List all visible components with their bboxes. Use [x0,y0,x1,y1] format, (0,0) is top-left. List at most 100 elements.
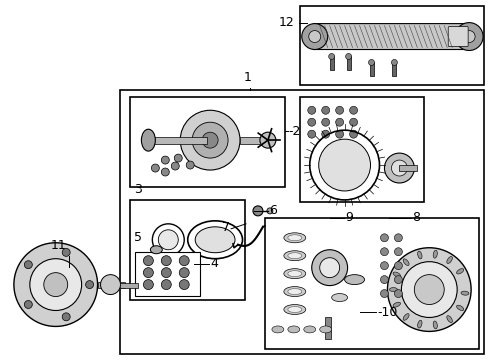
Circle shape [349,130,358,138]
Circle shape [86,280,94,289]
Text: 3: 3 [134,183,143,196]
Circle shape [172,162,179,170]
Ellipse shape [319,326,332,333]
Circle shape [100,275,121,294]
Bar [265,218,479,349]
Circle shape [161,156,169,164]
Circle shape [380,276,389,284]
Circle shape [174,154,182,162]
Circle shape [161,256,172,266]
Ellipse shape [284,233,306,243]
Bar [135,252,200,296]
Text: 8: 8 [413,211,420,224]
FancyBboxPatch shape [448,27,468,46]
Circle shape [349,118,358,126]
Text: 6: 6 [269,204,277,217]
Ellipse shape [332,293,347,302]
Ellipse shape [344,275,365,285]
Circle shape [336,130,343,138]
Ellipse shape [447,257,452,264]
Text: 11: 11 [51,239,67,252]
Circle shape [30,259,82,310]
Circle shape [345,54,352,59]
Circle shape [394,262,402,270]
Text: 7: 7 [222,221,230,234]
Ellipse shape [288,271,302,276]
Circle shape [158,230,178,250]
Ellipse shape [417,251,422,259]
Circle shape [380,248,389,256]
Circle shape [202,132,218,148]
Text: -2: -2 [289,125,301,138]
Circle shape [312,250,347,285]
Circle shape [388,248,471,332]
Circle shape [455,23,483,50]
Circle shape [62,248,70,256]
Bar [98,282,125,288]
Circle shape [463,31,475,42]
Bar [346,57,350,71]
Ellipse shape [393,272,400,277]
Circle shape [62,313,70,321]
Circle shape [192,122,228,158]
Circle shape [302,24,328,50]
Circle shape [380,262,389,270]
Text: 4: 4 [210,257,218,270]
Bar [300,6,484,85]
Ellipse shape [457,305,464,311]
Circle shape [24,261,32,269]
Circle shape [322,106,330,114]
Ellipse shape [142,129,155,151]
Ellipse shape [284,251,306,261]
Circle shape [180,110,240,170]
Bar [146,137,207,144]
Circle shape [336,106,343,114]
Bar [121,283,138,288]
Circle shape [392,59,397,66]
Circle shape [179,268,189,278]
Ellipse shape [288,289,302,294]
Circle shape [380,234,389,242]
Ellipse shape [284,287,306,297]
Ellipse shape [288,235,302,241]
Circle shape [380,289,389,298]
Ellipse shape [390,288,397,292]
Text: -10: -10 [377,306,398,319]
Ellipse shape [195,227,235,253]
Ellipse shape [288,253,302,259]
Ellipse shape [150,246,162,254]
Circle shape [368,59,374,66]
Ellipse shape [447,316,452,323]
Circle shape [392,160,407,176]
Circle shape [253,206,263,216]
Ellipse shape [288,306,302,312]
Ellipse shape [284,305,306,315]
Circle shape [308,118,316,126]
Ellipse shape [284,269,306,279]
Bar [240,137,268,144]
Circle shape [329,54,335,59]
Circle shape [385,153,415,183]
Circle shape [349,106,358,114]
Bar [325,318,331,339]
Circle shape [44,273,68,297]
Circle shape [161,168,169,176]
Circle shape [151,164,159,172]
Ellipse shape [403,314,409,320]
Ellipse shape [272,326,284,333]
Ellipse shape [417,320,422,328]
Circle shape [179,256,189,266]
Bar [369,62,373,76]
Circle shape [260,132,276,148]
Circle shape [415,275,444,305]
Circle shape [161,280,172,289]
Circle shape [401,262,457,318]
Circle shape [336,118,343,126]
Ellipse shape [288,326,300,333]
Circle shape [394,276,402,284]
Circle shape [322,130,330,138]
Circle shape [309,31,321,42]
Ellipse shape [461,291,469,295]
Ellipse shape [304,326,316,333]
Bar [392,62,396,76]
